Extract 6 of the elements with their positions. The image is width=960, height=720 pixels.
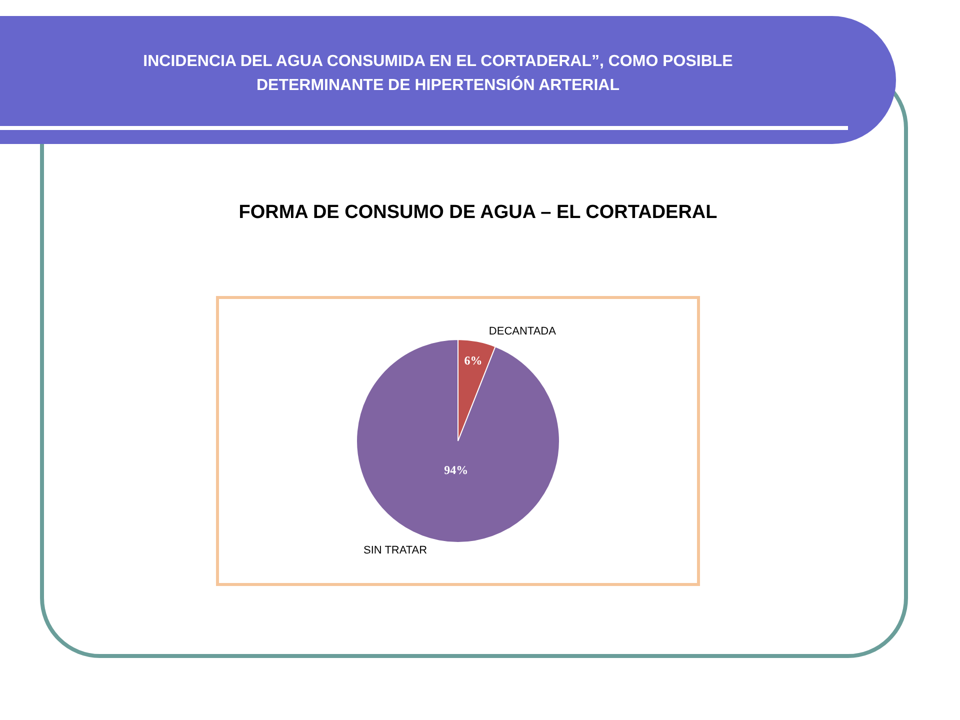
- slice-label: SIN TRATAR: [364, 544, 428, 557]
- data-label: 6%: [464, 353, 482, 368]
- slice-label: DECANTADA: [488, 325, 557, 338]
- chart-subtitle: FORMA DE CONSUMO DE AGUA – EL CORTADERAL: [238, 202, 718, 224]
- chart-title: INCIDENCIA DEL AGUA CONSUMIDA EN EL CORTADERAL”, COMO POSIBLE DETERMINANTE DE HIPERTENSIÓN ARTERIAL: [142, 52, 734, 96]
- data-label: 94%: [444, 463, 468, 478]
